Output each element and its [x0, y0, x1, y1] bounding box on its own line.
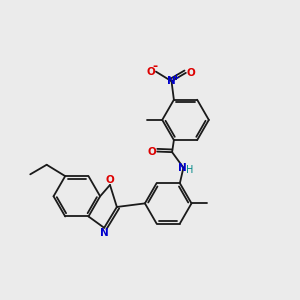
- Text: -: -: [153, 60, 158, 74]
- Text: H: H: [186, 165, 194, 175]
- Text: N: N: [167, 76, 176, 86]
- Text: O: O: [187, 68, 196, 78]
- Text: O: O: [105, 175, 114, 185]
- Text: N: N: [178, 163, 187, 173]
- Text: +: +: [172, 73, 179, 82]
- Text: O: O: [147, 147, 156, 157]
- Text: O: O: [146, 67, 155, 77]
- Text: N: N: [100, 228, 109, 238]
